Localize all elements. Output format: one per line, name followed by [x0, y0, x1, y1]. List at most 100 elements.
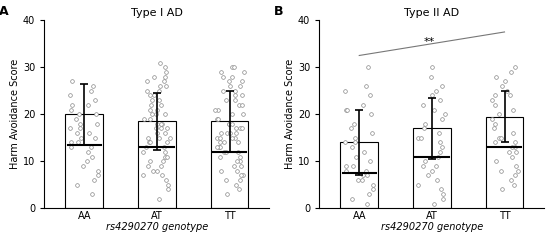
Point — [155, 84, 164, 88]
Point — [512, 164, 520, 168]
Point — [363, 174, 372, 177]
Point — [161, 65, 169, 69]
Point — [217, 131, 226, 135]
Point — [432, 164, 441, 168]
Point — [73, 131, 81, 135]
Point — [495, 136, 504, 140]
Bar — [413, 128, 451, 208]
Point — [219, 141, 228, 144]
Point — [145, 94, 154, 97]
Point — [67, 145, 75, 149]
Point — [84, 150, 93, 154]
Point — [340, 141, 349, 144]
Point — [368, 131, 377, 135]
Point — [342, 164, 351, 168]
Point — [225, 79, 234, 83]
Bar — [340, 143, 378, 208]
Point — [215, 145, 224, 149]
Point — [223, 131, 232, 135]
Point — [414, 136, 423, 140]
Point — [94, 174, 102, 177]
Point — [222, 178, 230, 182]
Point — [239, 70, 248, 74]
Point — [84, 103, 92, 107]
Point — [491, 122, 499, 126]
Point — [218, 75, 227, 79]
Point — [72, 117, 80, 121]
Point — [155, 61, 164, 64]
Point — [420, 126, 428, 130]
Bar — [486, 117, 524, 208]
Point — [506, 94, 515, 97]
Point — [90, 136, 99, 140]
Point — [419, 164, 427, 168]
Point — [354, 178, 362, 182]
Point — [216, 155, 225, 159]
Point — [160, 79, 168, 83]
Point — [139, 174, 148, 177]
Point — [152, 131, 161, 135]
Point — [230, 89, 239, 93]
Point — [75, 112, 84, 116]
Point — [162, 178, 170, 182]
Point — [436, 150, 444, 154]
Point — [498, 188, 507, 191]
Point — [160, 145, 168, 149]
Point — [492, 159, 500, 163]
Point — [497, 136, 505, 140]
Point — [86, 145, 95, 149]
Point — [155, 89, 164, 93]
Point — [491, 141, 500, 144]
Point — [231, 94, 240, 97]
Point — [147, 98, 156, 102]
Point — [509, 183, 518, 187]
Point — [157, 122, 166, 126]
Point — [226, 131, 234, 135]
Point — [236, 164, 245, 168]
Point — [87, 89, 96, 93]
X-axis label: rs4290270 genotype: rs4290270 genotype — [381, 223, 483, 233]
Point — [226, 84, 234, 88]
Point — [65, 126, 74, 130]
Point — [360, 150, 369, 154]
Point — [428, 169, 437, 173]
Point — [213, 145, 222, 149]
Point — [155, 197, 164, 201]
Point — [232, 126, 241, 130]
Point — [429, 108, 438, 111]
Point — [164, 183, 173, 187]
Point — [89, 178, 98, 182]
Point — [233, 141, 242, 144]
Point — [434, 155, 443, 159]
Text: B: B — [274, 5, 284, 18]
Point — [154, 98, 163, 102]
Point — [426, 75, 435, 79]
Point — [228, 65, 236, 69]
Point — [430, 202, 439, 205]
Point — [232, 159, 241, 163]
Point — [232, 183, 241, 187]
Point — [238, 79, 246, 83]
Point — [222, 98, 230, 102]
Point — [436, 98, 444, 102]
X-axis label: rs4290270 genotype: rs4290270 genotype — [106, 223, 208, 233]
Point — [511, 174, 520, 177]
Point — [490, 103, 499, 107]
Point — [362, 84, 371, 88]
Point — [159, 159, 168, 163]
Point — [239, 112, 248, 116]
Point — [228, 112, 236, 116]
Point — [421, 159, 430, 163]
Point — [238, 94, 246, 97]
Point — [91, 98, 100, 102]
Point — [219, 89, 228, 93]
Point — [153, 108, 162, 111]
Title: Type II AD: Type II AD — [404, 8, 459, 18]
Point — [79, 164, 87, 168]
Point — [228, 136, 236, 140]
Point — [146, 117, 155, 121]
Point — [66, 108, 75, 111]
Point — [220, 150, 229, 154]
Point — [216, 145, 224, 149]
Y-axis label: Harm Avoidance Score: Harm Avoidance Score — [285, 59, 295, 169]
